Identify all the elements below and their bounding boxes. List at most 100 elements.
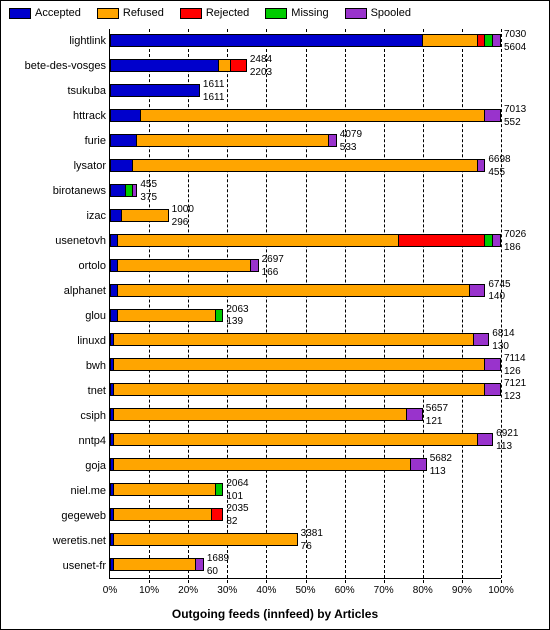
row-label: lightlink xyxy=(10,35,106,47)
bar-segment xyxy=(122,209,169,222)
bar-segment xyxy=(485,358,501,371)
bar-segment xyxy=(478,34,486,47)
chart-area: 0%10%20%30%40%50%60%70%80%90%100%lightli… xyxy=(9,29,541,597)
bar-row: gegeweb203582 xyxy=(110,503,501,528)
bar-segment xyxy=(110,184,126,197)
value-top: 3381 xyxy=(301,529,323,539)
value-top: 1689 xyxy=(207,554,229,564)
value-top: 6698 xyxy=(488,155,510,165)
row-label: izac xyxy=(10,210,106,222)
bar-row: niel.me2064101 xyxy=(110,478,501,503)
bar-stack xyxy=(110,383,501,396)
bar-segment xyxy=(485,383,501,396)
legend-swatch xyxy=(180,8,202,19)
bar-stack xyxy=(110,259,259,272)
legend-swatch xyxy=(265,8,287,19)
value-bottom: 60 xyxy=(207,567,218,577)
bar-stack xyxy=(110,309,223,322)
bar-row: httrack7013552 xyxy=(110,104,501,129)
bar-segment xyxy=(118,234,400,247)
bar-segment xyxy=(118,309,216,322)
bar-segment xyxy=(110,109,141,122)
bar-segment xyxy=(485,34,493,47)
value-bottom: 113 xyxy=(496,442,512,452)
bar-segment xyxy=(126,184,134,197)
legend-swatch xyxy=(9,8,31,19)
row-label: usenetovh xyxy=(10,235,106,247)
bar-segment xyxy=(141,109,485,122)
legend-swatch xyxy=(97,8,119,19)
value-bottom: 5604 xyxy=(504,43,526,53)
value-bottom: 123 xyxy=(504,392,521,402)
bar-stack xyxy=(110,209,169,222)
x-tick-label: 80% xyxy=(413,585,433,596)
legend-item: Missing xyxy=(265,7,328,19)
bar-row: bwh7114126 xyxy=(110,353,501,378)
value-bottom: 533 xyxy=(340,143,357,153)
bar-row: alphanet6745140 xyxy=(110,279,501,304)
value-top: 455 xyxy=(140,180,157,190)
row-label: csiph xyxy=(10,410,106,422)
bar-row: birotanews455375 xyxy=(110,179,501,204)
row-label: nntp4 xyxy=(10,435,106,447)
bar-stack xyxy=(110,184,137,197)
value-top: 1611 xyxy=(203,80,225,90)
bar-segment xyxy=(110,309,118,322)
bar-row: nntp46921113 xyxy=(110,428,501,453)
bar-row: izac1000296 xyxy=(110,204,501,229)
bar-stack xyxy=(110,433,493,446)
legend-label: Rejected xyxy=(206,7,249,19)
value-top: 6921 xyxy=(496,429,518,439)
bar-segment xyxy=(110,159,133,172)
value-bottom: 139 xyxy=(226,317,243,327)
bar-row: tnet7121123 xyxy=(110,378,501,403)
legend-item: Spooled xyxy=(345,7,411,19)
bar-segment xyxy=(231,59,247,72)
bar-segment xyxy=(478,433,494,446)
bar-segment xyxy=(118,259,251,272)
row-label: linuxd xyxy=(10,335,106,347)
bar-segment xyxy=(114,333,474,346)
bar-segment xyxy=(114,483,216,496)
bar-segment xyxy=(329,134,337,147)
bar-stack xyxy=(110,109,501,122)
legend-item: Accepted xyxy=(9,7,81,19)
bar-row: furie4079533 xyxy=(110,129,501,154)
row-label: furie xyxy=(10,135,106,147)
bar-segment xyxy=(251,259,259,272)
bar-stack xyxy=(110,34,501,47)
x-tick-label: 40% xyxy=(256,585,276,596)
bar-row: weretis.net338176 xyxy=(110,528,501,553)
chart-container: AcceptedRefusedRejectedMissingSpooled 0%… xyxy=(0,0,550,630)
bar-segment xyxy=(118,284,470,297)
value-top: 2697 xyxy=(262,255,284,265)
value-top: 4079 xyxy=(340,130,362,140)
bar-segment xyxy=(485,109,501,122)
value-top: 6814 xyxy=(492,329,514,339)
bar-segment xyxy=(137,134,329,147)
value-top: 2035 xyxy=(226,504,248,514)
bar-segment xyxy=(114,408,407,421)
bar-segment xyxy=(114,433,478,446)
bar-row: csiph5657121 xyxy=(110,403,501,428)
bar-row: ortolo2697166 xyxy=(110,254,501,279)
bar-stack xyxy=(110,408,423,421)
bar-segment xyxy=(493,234,501,247)
bar-segment xyxy=(133,184,137,197)
bar-stack xyxy=(110,84,200,97)
x-tick-label: 100% xyxy=(488,585,514,596)
x-tick-label: 90% xyxy=(452,585,472,596)
bar-segment xyxy=(216,483,224,496)
gridline xyxy=(501,29,502,583)
row-label: bwh xyxy=(10,360,106,372)
legend-item: Rejected xyxy=(180,7,249,19)
bar-stack xyxy=(110,483,223,496)
value-bottom: 121 xyxy=(426,417,443,427)
legend: Accepted Refused Rejected Missing Spooled xyxy=(9,7,541,19)
row-label: lysator xyxy=(10,160,106,172)
bar-segment xyxy=(485,234,493,247)
legend-label: Refused xyxy=(123,7,164,19)
row-label: bete-des-vosges xyxy=(10,60,106,72)
value-top: 2063 xyxy=(226,305,248,315)
value-bottom: 2203 xyxy=(250,68,272,78)
